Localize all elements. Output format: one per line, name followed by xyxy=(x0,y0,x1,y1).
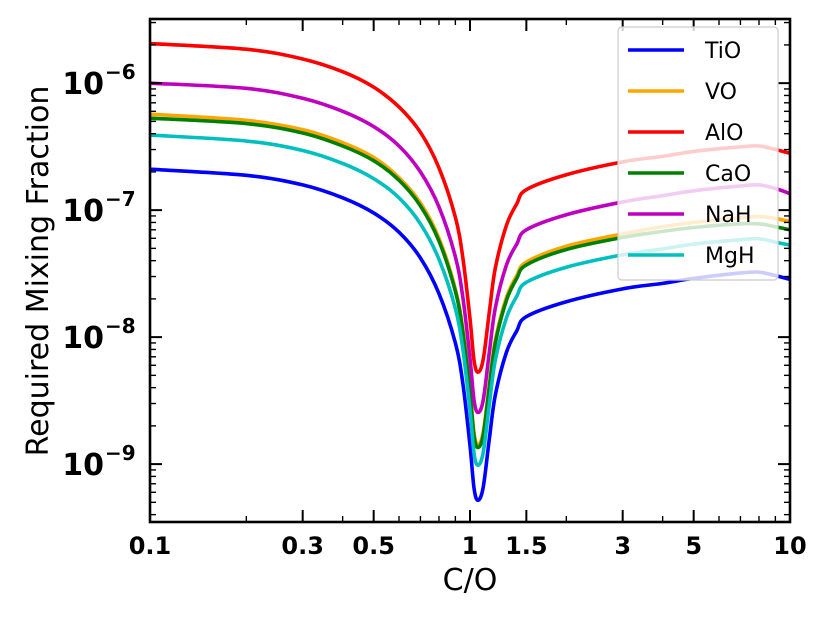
y-tick-label: 10 −9 xyxy=(62,441,135,483)
legend-entry-alo: AlO xyxy=(628,121,743,146)
y-tick-base: 10 xyxy=(62,321,104,356)
y-tick-labels: 10−910−810−710−6 xyxy=(62,60,135,483)
y-tick-exponent: −9 xyxy=(105,441,136,465)
legend-entry-vo: VO xyxy=(628,80,737,105)
x-tick-label: 0.3 xyxy=(281,532,324,560)
x-tick-label: 10 xyxy=(773,532,806,560)
plot-frame xyxy=(148,17,792,524)
x-tick-label: 1 xyxy=(462,532,479,560)
y-tick-label: 10 −6 xyxy=(62,60,135,102)
x-tick-label: 0.1 xyxy=(129,532,172,560)
y-tick-exponent: −6 xyxy=(105,60,136,84)
legend-label: VO xyxy=(705,80,737,105)
y-tick-exponent: −7 xyxy=(105,187,136,211)
y-tick-base: 10 xyxy=(62,448,104,483)
x-tick-label: 5 xyxy=(685,532,702,560)
y-axis-label: Required Mixing Fraction xyxy=(21,86,56,457)
legend-label: MgH xyxy=(705,244,755,269)
legend-entry-mgh: MgH xyxy=(628,244,755,269)
x-axis-label: C/O xyxy=(443,563,498,598)
y-tick-exponent: −8 xyxy=(105,314,136,338)
legend-entry-nah: NaH xyxy=(628,203,751,228)
legend-label: NaH xyxy=(705,203,751,228)
x-tick-labels: 0.1 0.3 0.5 1 1.5 3 5 10 xyxy=(129,532,807,560)
legend-label: CaO xyxy=(705,162,751,187)
x-tick-label: 1.5 xyxy=(505,532,548,560)
legend-label: AlO xyxy=(705,121,743,146)
x-tick-label: 3 xyxy=(614,532,631,560)
legend: TiO VO AlO CaO NaH MgH xyxy=(617,26,779,281)
legend-entries: TiO VO AlO CaO NaH MgH xyxy=(628,39,755,269)
legend-entry-cao: CaO xyxy=(628,162,751,187)
legend-entry-tio: TiO xyxy=(628,39,741,64)
y-tick-base: 10 xyxy=(62,67,104,102)
y-tick-base: 10 xyxy=(62,194,104,229)
y-tick-label: 10 −7 xyxy=(62,187,135,229)
x-tick-label: 0.5 xyxy=(352,532,395,560)
legend-frame xyxy=(617,26,779,281)
y-tick-label: 10 −8 xyxy=(62,314,135,356)
legend-label: TiO xyxy=(704,39,741,64)
